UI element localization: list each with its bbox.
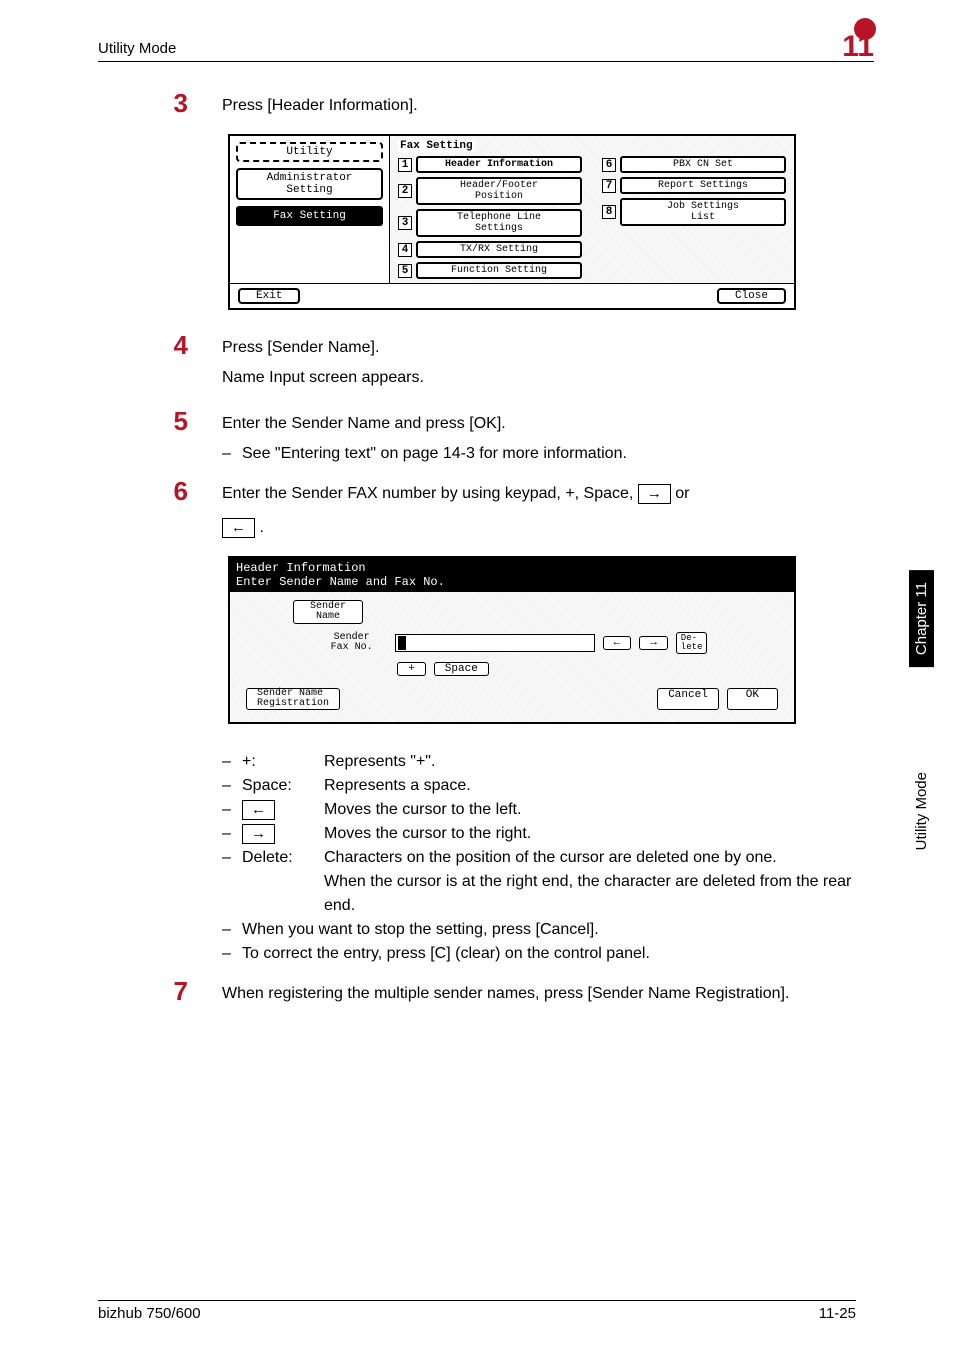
- step-6-after: .: [259, 519, 263, 536]
- fax-left-col: 1 Header Information 2 Header/Footer Posit…: [398, 156, 582, 279]
- step-7-number: 7: [98, 976, 188, 1012]
- page-header: Utility Mode 11: [98, 40, 874, 62]
- footer-right: 11-25: [819, 1305, 856, 1322]
- fax-setting-panel: Utility Administrator Setting Fax Settin…: [228, 134, 856, 310]
- def-plus-key: +:: [242, 750, 322, 774]
- step-4-number: 4: [98, 330, 188, 396]
- row-3-num: 3: [398, 216, 412, 230]
- step-3-number: 3: [98, 88, 188, 124]
- step-5: 5 Enter the Sender Name and press [OK]. …: [98, 406, 856, 466]
- def-arrow-right-icon: →: [242, 824, 275, 844]
- sender-name-registration-button[interactable]: Sender Name Registration: [246, 688, 340, 710]
- header-information-panel: Header Information Enter Sender Name and…: [228, 556, 856, 724]
- step-4-line1: Press [Sender Name].: [222, 336, 856, 360]
- def-delete-val: Characters on the position of the cursor…: [324, 846, 856, 918]
- job-settings-list-button[interactable]: Job Settings List: [620, 198, 786, 226]
- definitions-block: –+:Represents "+". –Space:Represents a s…: [98, 744, 856, 966]
- row-4-num: 4: [398, 243, 412, 257]
- def-space-val: Represents a space.: [324, 774, 856, 798]
- utility-side-tab: Utility Mode: [909, 760, 934, 862]
- lcd2-title2: Enter Sender Name and Fax No.: [236, 575, 788, 589]
- plus-button[interactable]: +: [397, 662, 426, 676]
- step-7-text: When registering the multiple sender nam…: [222, 982, 856, 1006]
- row-2-num: 2: [398, 184, 412, 198]
- step-4-line2: Name Input screen appears.: [222, 366, 856, 390]
- cursor-right-button[interactable]: →: [639, 636, 668, 650]
- def-delete-key: Delete:: [242, 846, 322, 918]
- telephone-line-settings-button[interactable]: Telephone Line Settings: [416, 209, 582, 237]
- chapter-number: 11: [842, 30, 874, 64]
- chapter-side-tab: Chapter 11: [909, 570, 934, 667]
- space-button[interactable]: Space: [434, 662, 489, 676]
- header-title: Utility Mode: [98, 40, 176, 57]
- extra-1: When you want to stop the setting, press…: [242, 918, 856, 942]
- lcd2-title1: Header Information: [236, 561, 788, 575]
- step-6-number: 6: [98, 476, 188, 546]
- utility-button[interactable]: Utility: [236, 142, 383, 162]
- def-arrow-left-icon: ←: [242, 800, 275, 820]
- arrow-right-icon: →: [638, 484, 671, 504]
- admin-setting-button[interactable]: Administrator Setting: [236, 168, 383, 200]
- cancel-button[interactable]: Cancel: [657, 688, 719, 710]
- cursor-icon: [398, 636, 406, 650]
- step-5-line1: Enter the Sender Name and press [OK].: [222, 412, 856, 436]
- header-footer-position-button[interactable]: Header/Footer Position: [416, 177, 582, 205]
- arrow-left-icon: ←: [222, 518, 255, 538]
- row-5-num: 5: [398, 264, 412, 278]
- fax-right-col: 6 PBX CN Set 7 Report Settings 8 Job Settin…: [602, 156, 786, 279]
- header-information-button[interactable]: Header Information: [416, 156, 582, 173]
- row-1-num: 1: [398, 158, 412, 172]
- fax-setting-button[interactable]: Fax Setting: [236, 206, 383, 226]
- def-right-val: Moves the cursor to the right.: [324, 822, 856, 846]
- extra-2: To correct the entry, press [C] (clear) …: [242, 942, 856, 966]
- page-footer: bizhub 750/600 11-25: [98, 1300, 856, 1322]
- step-3: 3 Press [Header Information].: [98, 88, 856, 124]
- exit-button[interactable]: Exit: [238, 288, 300, 304]
- def-space-key: Space:: [242, 774, 322, 798]
- row-7-num: 7: [602, 179, 616, 193]
- def-left-val: Moves the cursor to the left.: [324, 798, 856, 822]
- sender-fax-label: Sender Fax No.: [317, 632, 387, 654]
- sender-fax-field[interactable]: [395, 634, 595, 652]
- def-plus-val: Represents "+".: [324, 750, 856, 774]
- cursor-left-button[interactable]: ←: [603, 636, 632, 650]
- row-6-num: 6: [602, 158, 616, 172]
- sender-name-button[interactable]: Sender Name: [293, 600, 363, 624]
- step-4: 4 Press [Sender Name]. Name Input screen…: [98, 330, 856, 396]
- row-8-num: 8: [602, 205, 616, 219]
- step-6: 6 Enter the Sender FAX number by using k…: [98, 476, 856, 546]
- step-3-text: Press [Header Information].: [222, 94, 856, 118]
- step-6-mid: or: [675, 485, 689, 502]
- step-7: 7 When registering the multiple sender n…: [98, 976, 856, 1012]
- step-6-text: Enter the Sender FAX number by using key…: [222, 482, 856, 506]
- report-settings-button[interactable]: Report Settings: [620, 177, 786, 194]
- tx-rx-setting-button[interactable]: TX/RX Setting: [416, 241, 582, 258]
- fax-setting-title: Fax Setting: [398, 140, 475, 152]
- step-5-number: 5: [98, 406, 188, 466]
- step-5-bullet: See "Entering text" on page 14-3 for mor…: [242, 442, 627, 466]
- ok-button[interactable]: OK: [727, 688, 778, 710]
- close-button[interactable]: Close: [717, 288, 786, 304]
- delete-button[interactable]: De- lete: [676, 632, 708, 654]
- pbx-cn-set-button[interactable]: PBX CN Set: [620, 156, 786, 173]
- footer-left: bizhub 750/600: [98, 1305, 201, 1322]
- function-setting-button[interactable]: Function Setting: [416, 262, 582, 279]
- step-6-before: Enter the Sender FAX number by using key…: [222, 485, 638, 502]
- lcd2-header: Header Information Enter Sender Name and…: [230, 558, 794, 592]
- dash: –: [222, 442, 240, 466]
